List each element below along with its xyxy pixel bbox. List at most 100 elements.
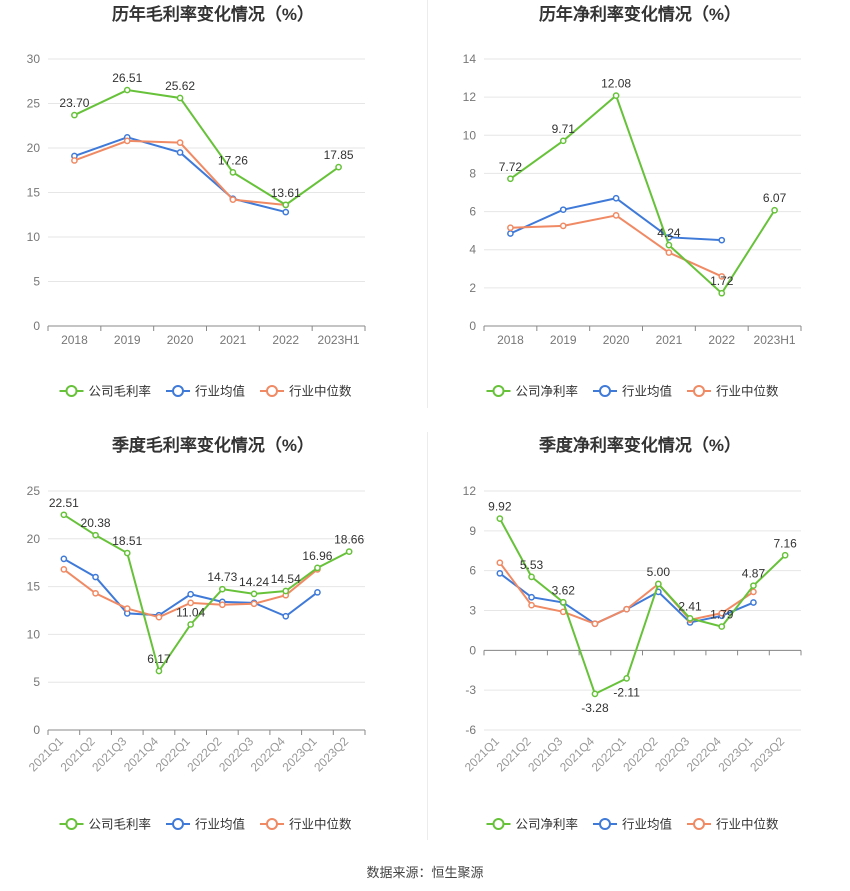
y-tick-label: 5 [33,275,40,289]
y-tick-label: 0 [469,319,476,333]
data-point-avg [528,593,535,601]
data-point-median [60,566,68,573]
data-point-median [528,601,535,609]
y-tick-label: 2 [469,281,476,295]
data-point-company [282,587,290,595]
data-point-avg [612,194,620,202]
legend: 公司毛利率 行业均值 行业中位数 [59,817,352,832]
y-tick-label: 8 [469,166,476,180]
y-tick-label: 14 [463,52,477,66]
data-label: 1.72 [710,274,734,288]
data-point-median [591,620,599,628]
data-point-company [686,614,694,622]
data-label: 6.07 [763,191,787,205]
data-point-median [219,601,226,609]
data-point-company [750,582,757,590]
legend-label: 行业均值 [622,817,672,832]
data-point-company [559,137,567,145]
data-point-median [623,605,631,613]
y-tick-label: -3 [465,683,476,697]
data-point-avg [282,612,290,620]
legend-label: 行业中位数 [289,384,352,399]
data-point-avg [507,230,514,237]
legend-label: 行业均值 [195,817,245,832]
chart-title: 历年净利率变化情况（%） [539,4,741,24]
data-point-company [655,580,662,588]
data-point-median [71,157,78,164]
data-point-avg [92,573,99,581]
legend: 公司净利率 行业均值 行业中位数 [486,384,779,399]
y-tick-label: 20 [27,532,41,546]
data-label: 17.26 [218,153,248,167]
data-point-median [229,196,237,203]
data-point-company [176,94,184,102]
data-label: 4.24 [657,226,681,240]
chart-title: 季度毛利率变化情况（%） [112,435,314,455]
data-label: 6.17 [147,652,171,666]
chart-panel-3: 季度毛利率变化情况（%）05101520252021Q12021Q22021Q3… [26,435,366,832]
series-line-company [509,93,776,295]
legend-label: 行业中位数 [289,817,352,832]
data-point-company [282,201,290,209]
x-tick-label: 2018 [497,333,524,347]
series-line-median [510,214,723,278]
chart-title: 历年毛利率变化情况（%） [112,4,314,24]
legend-marker [65,818,78,830]
data-label: 22.51 [49,496,79,510]
data-label: 7.72 [499,160,523,174]
data-label: 16.96 [302,549,332,563]
data-label: 23.70 [59,96,89,110]
data-point-company [155,667,163,675]
data-point-median [187,599,194,607]
legend-label: 公司净利率 [516,817,579,832]
data-point-company [591,690,599,698]
data-point-company [781,551,789,559]
y-tick-label: 0 [33,319,40,333]
y-tick-label: 10 [27,627,41,641]
legend-marker [492,385,505,397]
legend-label: 公司净利率 [516,384,579,399]
legend: 公司净利率 行业均值 行业中位数 [486,817,779,832]
data-point-avg [282,208,290,216]
x-tick-label: 2019 [550,333,577,347]
chart-title: 季度净利率变化情况（%） [539,435,741,455]
y-tick-label: 12 [463,484,477,498]
y-tick-label: 10 [463,128,477,142]
y-tick-label: 15 [27,580,41,594]
x-tick-label: 2022 [272,333,299,347]
data-label: -3.28 [581,701,609,715]
data-point-company [250,590,258,598]
legend-marker [65,385,78,397]
data-label: 26.51 [112,71,142,85]
data-point-median [155,613,163,621]
data-label: 14.73 [207,570,237,584]
data-label: 25.62 [165,79,195,93]
data-point-company [187,621,194,628]
y-tick-label: 0 [33,723,40,737]
data-point-company [71,111,78,119]
data-point-company [345,548,353,555]
y-tick-label: 30 [27,52,41,66]
data-point-company [92,531,99,539]
data-point-median [750,588,757,596]
chart-panel-2: 历年净利率变化情况（%） 0 2 4 6 8 10 12 14 2018 2019 2020 2021 2… [463,4,802,399]
data-point-company [612,92,620,99]
x-tick-label: 2018 [61,333,88,347]
data-point-avg [60,555,68,563]
data-label: 18.51 [112,534,142,548]
legend-marker [172,385,184,397]
data-point-company [123,549,131,557]
data-point-company [718,289,726,297]
y-tick-label: 15 [27,186,41,200]
y-tick-label: -6 [465,723,476,737]
y-tick-label: 12 [463,90,477,104]
series-line-company [73,89,340,207]
legend-label: 行业中位数 [716,384,779,399]
data-point-median [718,273,726,280]
y-tick-label: 20 [27,141,41,155]
data-label: -2.11 [613,685,640,699]
data-point-company [123,86,131,94]
data-label: 11.04 [176,605,205,619]
data-point-company [771,206,778,214]
y-tick-label: 9 [469,524,476,538]
